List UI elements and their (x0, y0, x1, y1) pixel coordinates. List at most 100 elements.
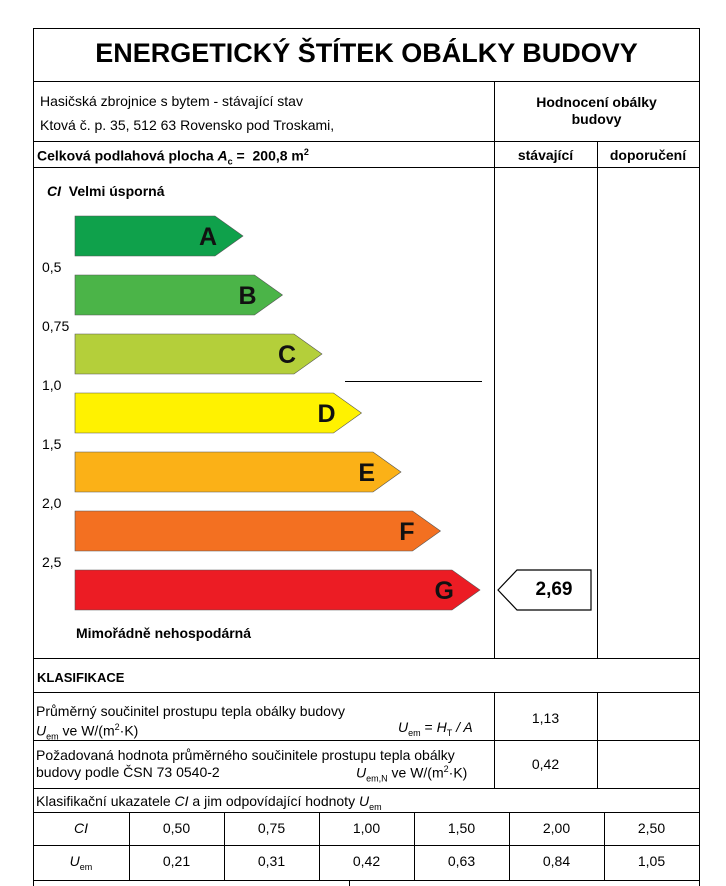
energy-band-letter: A (199, 223, 217, 251)
page-title: ENERGETICKÝ ŠTÍTEK OBÁLKY BUDOVY (95, 38, 638, 68)
tick-label: 1,0 (42, 377, 62, 393)
ci-axis-label: CI Velmi úsporná (47, 183, 164, 199)
col-current: stávající (517, 147, 574, 163)
row1-text: Průměrný součinitel prostupu tepla obálk… (36, 703, 345, 744)
floor-area-symbol: A (217, 147, 228, 164)
row2-line2: budovy podle ČSN 73 0540-2 (36, 764, 220, 780)
tick-label: 1,5 (42, 436, 62, 452)
divider (33, 141, 700, 142)
divider (33, 880, 700, 881)
energy-band-f (74, 510, 442, 552)
divider (494, 81, 495, 658)
ci-label: CI (47, 183, 61, 199)
tick-label: 2,0 (42, 495, 62, 511)
divider (509, 812, 510, 880)
energy-band-letter: B (238, 282, 256, 310)
top-label: Velmi úsporná (68, 183, 165, 199)
row2-unit-sup: 2 (443, 764, 449, 774)
building-address: Ktová č. p. 35, 512 63 Rovensko pod Tros… (40, 117, 335, 133)
row2-unit-c: ·K) (448, 764, 468, 781)
row1-formula-hsub: T (446, 727, 453, 738)
row2-value: 0,42 (531, 756, 560, 772)
divider (319, 812, 320, 880)
building-name: Hasičská zbrojnice s bytem - stávající s… (40, 93, 303, 109)
table-cell: 0,42 (352, 853, 381, 869)
classification-heading: KLASIFIKACE (37, 670, 125, 685)
rating-header: Hodnocení obálky budovy (494, 94, 699, 128)
table-ci-label-text: CI (74, 820, 88, 836)
table-cell: 0,63 (447, 853, 476, 869)
frame-top (33, 28, 700, 29)
floor-area-sub: c (227, 156, 233, 167)
energy-band-d (74, 392, 363, 434)
row1-formula: Uem = HT / A (398, 719, 473, 738)
table-uem-label-sub: em (79, 861, 93, 872)
energy-band-letter: G (435, 577, 454, 605)
divider (604, 812, 605, 880)
table-uem-label-u: U (69, 853, 80, 869)
rating-header-line2: budovy (571, 111, 622, 127)
energy-band-g (74, 569, 481, 611)
table-cell: 1,05 (637, 853, 666, 869)
divider (494, 692, 495, 788)
table-cell: 0,21 (162, 853, 191, 869)
energy-band-letter: F (399, 518, 414, 546)
divider (349, 880, 350, 886)
row3-text: Klasifikační ukazatele CI a jim odpovída… (36, 793, 382, 812)
row1-value: 1,13 (531, 710, 560, 726)
energy-band-letter: C (278, 341, 296, 369)
row1-unit: ve W/(m (58, 722, 115, 739)
row3-u: U (358, 793, 370, 809)
row3-b: a jim odpovídající hodnoty (188, 793, 359, 809)
table-cell: 1,50 (447, 820, 476, 836)
row1-formula-rest: / A (452, 719, 473, 735)
row1-formula-u: U (398, 719, 409, 735)
table-cell: 1,00 (352, 820, 381, 836)
table-cell: 0,75 (257, 820, 286, 836)
row3-sub: em (369, 801, 382, 812)
tick-label: 0,5 (42, 259, 62, 275)
energy-scale: A B C D E F G (74, 215, 481, 611)
divider (597, 141, 598, 658)
current-value-pointer (497, 569, 592, 611)
current-value: 2,69 (535, 579, 573, 600)
floor-area-label: Celková podlahová plocha (37, 147, 214, 164)
row1-line1: Průměrný součinitel prostupu tepla obálk… (36, 703, 345, 719)
col-recommended: doporučení (609, 147, 687, 163)
divider (33, 81, 700, 82)
tick-label: 2,5 (42, 554, 62, 570)
table-cell: 0,31 (257, 853, 286, 869)
frame-right (699, 28, 700, 886)
divider (33, 812, 700, 813)
energy-band-c (74, 333, 323, 375)
row1-u: U (36, 722, 47, 739)
floor-area-value: 200,8 m (252, 147, 304, 164)
divider (33, 167, 700, 168)
row1-formula-h: H (436, 719, 447, 735)
requirement-line (345, 381, 482, 382)
divider (33, 788, 700, 789)
energy-band-b (74, 274, 284, 316)
row1-formula-sub: em (408, 727, 421, 738)
row3-ci: CI (174, 793, 189, 809)
floor-area-sup: 2 (303, 147, 309, 157)
row2-u: U (356, 764, 367, 781)
row1-line2: Uem ve W/(m2·K) (36, 719, 345, 744)
divider (33, 845, 700, 846)
divider (33, 692, 700, 693)
row2-text: Požadovaná hodnota průměrného součinitel… (36, 747, 455, 781)
row1-unit-end: ·K) (119, 722, 139, 739)
energy-band-e (74, 451, 402, 493)
table-cell: 2,50 (637, 820, 666, 836)
energy-band-letter: D (317, 400, 335, 428)
rating-header-line1: Hodnocení obálky (536, 94, 657, 110)
row1-unit-sup: 2 (114, 722, 120, 732)
energy-band-a (74, 215, 244, 257)
table-cell: 0,50 (162, 820, 191, 836)
row1-formula-eq: = (420, 719, 437, 735)
bottom-label: Mimořádně nehospodárná (76, 625, 252, 641)
row3-a: Klasifikační ukazatele (36, 793, 175, 809)
divider (129, 812, 130, 880)
row2-unit-b: ve W/(m (387, 764, 444, 781)
frame-left (33, 28, 34, 886)
